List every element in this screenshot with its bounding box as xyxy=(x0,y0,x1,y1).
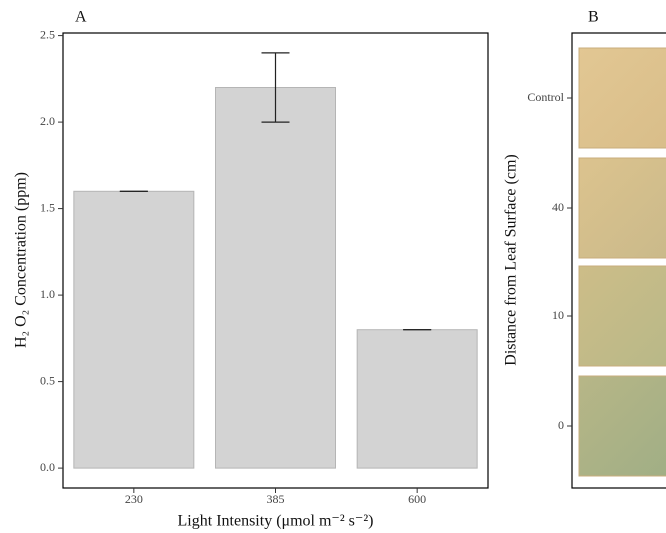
panel-label: B xyxy=(588,9,599,26)
x-tick-label: 600 xyxy=(408,492,426,506)
x-tick-label: 230 xyxy=(125,492,143,506)
leaf-sample xyxy=(578,157,666,259)
y-tick-label: 40 xyxy=(552,200,564,214)
y-tick-label: 2.0 xyxy=(40,114,55,128)
y-tick-label: 1.5 xyxy=(40,200,55,214)
y-tick-label: 2.5 xyxy=(40,27,55,41)
y-tick-label: 10 xyxy=(552,308,564,322)
bar xyxy=(356,329,478,469)
y-axis-label: Distance from Leaf Surface (cm) xyxy=(503,154,520,365)
leaf-sample xyxy=(578,265,666,367)
leaf-sample xyxy=(578,375,666,477)
x-tick-label: 385 xyxy=(267,492,285,506)
panel-label: A xyxy=(75,9,87,26)
bar xyxy=(215,86,336,469)
y-tick-label: 0.0 xyxy=(40,460,55,474)
y-tick-label: 1.0 xyxy=(40,287,55,301)
bar xyxy=(73,190,195,469)
y-tick-label: 0.5 xyxy=(40,373,55,387)
y-tick-label: 0 xyxy=(558,418,564,432)
error-bar xyxy=(261,52,290,123)
y-axis-label: H₂ O₂ Concentration (ppm) xyxy=(13,172,30,348)
x-axis-label: Light Intensity (μmol m⁻² s⁻²) xyxy=(178,513,374,530)
y-tick-label: Control xyxy=(527,90,564,104)
leaf-sample xyxy=(578,47,666,149)
